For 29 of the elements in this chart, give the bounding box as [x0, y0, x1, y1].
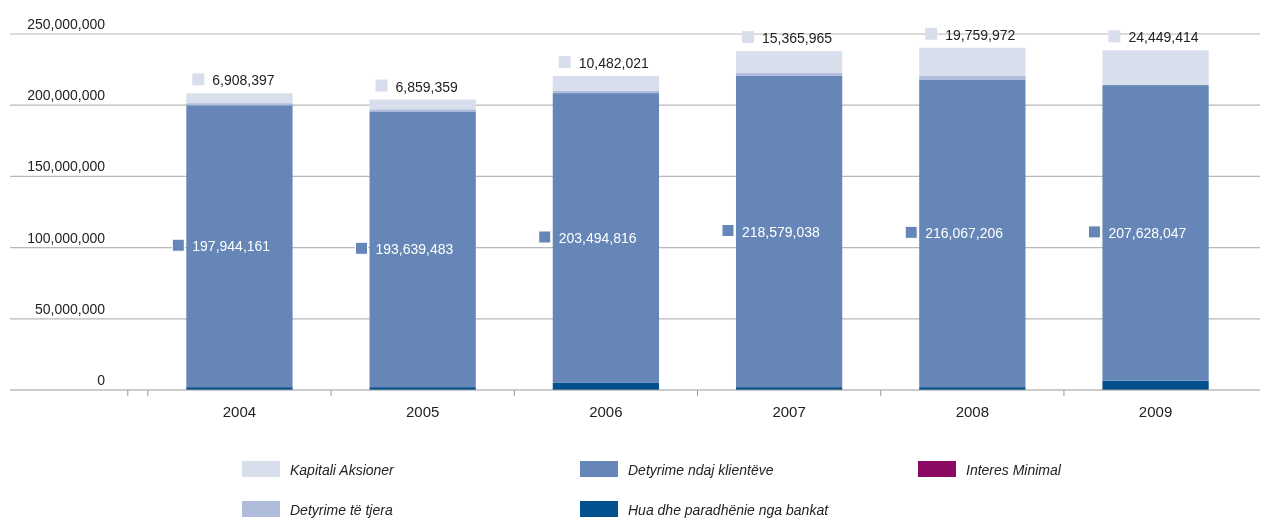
legend-label: Hua dhe paradhënie nga bankat	[628, 502, 830, 518]
data-label: 207,628,047	[1108, 224, 1187, 241]
legend-label: Kapitali Aksioner	[290, 462, 396, 478]
y-tick-label: 150,000,000	[27, 158, 106, 175]
x-tick-label: 2004	[222, 403, 257, 420]
data-label: 24,449,414	[1128, 29, 1199, 46]
y-tick-label: 200,000,000	[27, 87, 106, 104]
data-label: 10,482,021	[578, 55, 650, 72]
y-tick-label: 250,000,000	[27, 16, 106, 32]
data-label: 216,067,206	[925, 225, 1004, 242]
y-tick-label: 50,000,000	[34, 300, 106, 317]
data-label: 218,579,038	[741, 223, 821, 240]
x-tick-label: 2006	[589, 403, 623, 420]
data-label: 193,639,483	[375, 241, 454, 258]
data-label: 203,494,816	[558, 229, 637, 246]
legend-label: Detyrime të tjera	[290, 502, 393, 518]
data-label: 6,908,397	[212, 72, 275, 89]
x-tick-label: 2007	[772, 403, 806, 420]
x-tick-label: 2009	[1138, 403, 1173, 420]
x-tick-label: 2005	[405, 403, 440, 420]
y-tick-label: 100,000,000	[27, 229, 106, 246]
legend-label: Detyrime ndaj klientëve	[628, 462, 774, 478]
data-label: 15,365,965	[761, 30, 833, 47]
legend-label: Interes Minimal	[966, 462, 1062, 478]
data-label: 19,759,972	[945, 26, 1016, 43]
data-label: 6,859,359	[395, 78, 459, 95]
x-tick-label: 2008	[955, 403, 990, 420]
data-label: 197,944,161	[192, 238, 271, 255]
y-tick-label: 0	[97, 372, 106, 388]
